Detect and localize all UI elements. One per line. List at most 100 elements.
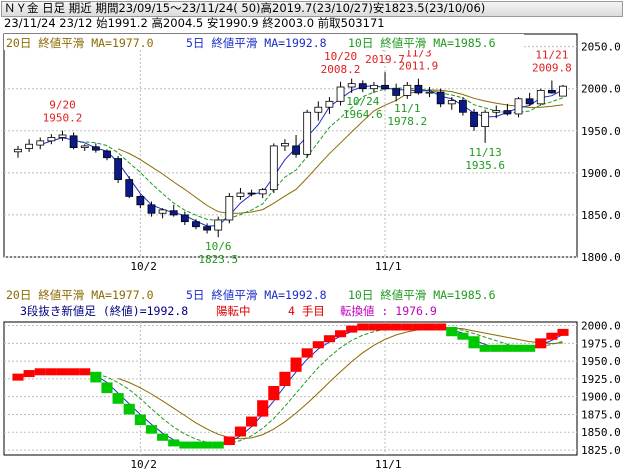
candle-plot-frame — [3, 33, 578, 258]
break-brick — [323, 335, 335, 343]
break-brick — [512, 344, 525, 352]
low-annotation-date: 11/1 — [394, 102, 421, 115]
candle — [325, 100, 334, 108]
candle — [58, 134, 67, 138]
candle-y-tick: 1900.0 — [581, 167, 621, 180]
break-brick — [535, 338, 547, 349]
break-brick — [12, 373, 24, 381]
candle — [347, 83, 356, 88]
candle — [470, 111, 478, 127]
candle — [36, 140, 45, 146]
candle — [481, 111, 490, 127]
break-reversal-value: 転換値 : 1976.9 — [340, 304, 437, 318]
high-annotation-value: 2011.9 — [399, 60, 439, 73]
break-y-tick: 1825.0 — [581, 444, 621, 457]
break-brick — [412, 323, 424, 331]
break-brick — [435, 323, 447, 331]
break-brick — [279, 371, 291, 387]
break-brick — [223, 436, 235, 446]
candle — [103, 150, 111, 159]
candle — [370, 84, 378, 90]
candle — [392, 88, 401, 96]
chart_data.0-legend-1: 5日 終値平滑 MA=1992.8 — [186, 36, 327, 50]
candle-y-tick: 1850.0 — [581, 209, 621, 222]
break-brick — [145, 425, 158, 434]
low-annotation-date: 10/6 — [205, 240, 232, 253]
break-brick — [457, 332, 469, 340]
break-y-tick: 1975.0 — [581, 337, 621, 350]
candle — [114, 158, 123, 180]
break-plot-frame — [3, 321, 578, 456]
break-y-tick: 1875.0 — [581, 408, 621, 421]
break-brick — [490, 344, 502, 352]
candle — [458, 100, 467, 113]
candle-y-tick: 2000.0 — [581, 83, 621, 96]
break-brick — [268, 386, 280, 401]
candle — [247, 192, 256, 195]
break-brick — [257, 400, 269, 417]
header-summary: ＮＹ金 日足 期近 期間23/09/15～23/11/24( 50)高2019.… — [4, 1, 486, 15]
low-annotation-value: 1964.6 — [343, 108, 383, 121]
candle-legend-bg — [4, 34, 524, 50]
candle — [47, 137, 56, 142]
candle — [203, 226, 211, 231]
break-y-tick: 2000.0 — [581, 320, 621, 333]
break-brick — [45, 368, 57, 376]
break-brick — [301, 348, 313, 358]
candle — [358, 83, 367, 90]
candle — [514, 98, 523, 115]
candle — [125, 179, 134, 197]
candle — [69, 135, 78, 149]
break-brick — [246, 416, 258, 427]
break-x-tick: 10/2 — [130, 458, 157, 471]
chart_data.1-legend-1: 5日 終値平滑 MA=1992.8 — [186, 288, 327, 302]
break-brick — [357, 323, 369, 331]
break-brick — [168, 439, 180, 447]
break-brick — [524, 344, 536, 352]
candle — [158, 209, 167, 214]
break-trend-label: 陽転中 — [216, 304, 251, 318]
candle — [336, 86, 345, 102]
candle — [91, 146, 100, 151]
candle — [425, 91, 434, 94]
chart_data.1-legend-2: 10日 終値平滑 MA=1985.6 — [348, 288, 496, 302]
break-brick — [34, 368, 46, 376]
break-brick — [346, 325, 358, 333]
low-annotation-date: 10/24 — [346, 95, 379, 108]
break-legend-bg — [4, 283, 524, 321]
break-brick — [290, 357, 302, 372]
ma10-line — [73, 87, 564, 222]
break-brick — [56, 368, 69, 376]
low-annotation-value: 1978.2 — [387, 115, 427, 128]
header-bar — [1, 1, 623, 17]
break-y-tick: 1850.0 — [581, 426, 621, 439]
candle — [80, 145, 89, 149]
break-brick — [157, 433, 169, 441]
break-brick — [557, 328, 569, 336]
chart_data.0-legend-0: 20日 終値平滑 MA=1977.0 — [6, 36, 154, 50]
break-brick — [501, 344, 513, 352]
chart_data.1-legend-0: 20日 終値平滑 MA=1977.0 — [6, 288, 154, 302]
break-ma20-line — [117, 326, 564, 440]
break-brick — [190, 441, 202, 449]
break-x-tick: 11/1 — [375, 458, 402, 471]
break-brick — [101, 382, 113, 394]
candle-y-tick: 2050.0 — [581, 41, 621, 54]
candle — [447, 100, 456, 105]
break-y-tick: 1925.0 — [581, 373, 621, 386]
ma20-line — [117, 89, 564, 214]
break-brick — [134, 414, 146, 426]
candle — [136, 196, 145, 206]
candle — [169, 210, 178, 216]
break-brick — [123, 403, 135, 415]
break-status-line: 3段抜き新値足 (終値)=1992.8 — [20, 304, 188, 318]
break-brick — [112, 393, 124, 404]
break-brick — [179, 441, 191, 449]
high-annotation-value: 1950.2 — [43, 112, 83, 125]
candle-x-tick: 11/1 — [375, 260, 402, 273]
break-y-tick: 1900.0 — [581, 391, 621, 404]
break-brick — [401, 323, 413, 331]
candle — [381, 84, 389, 90]
